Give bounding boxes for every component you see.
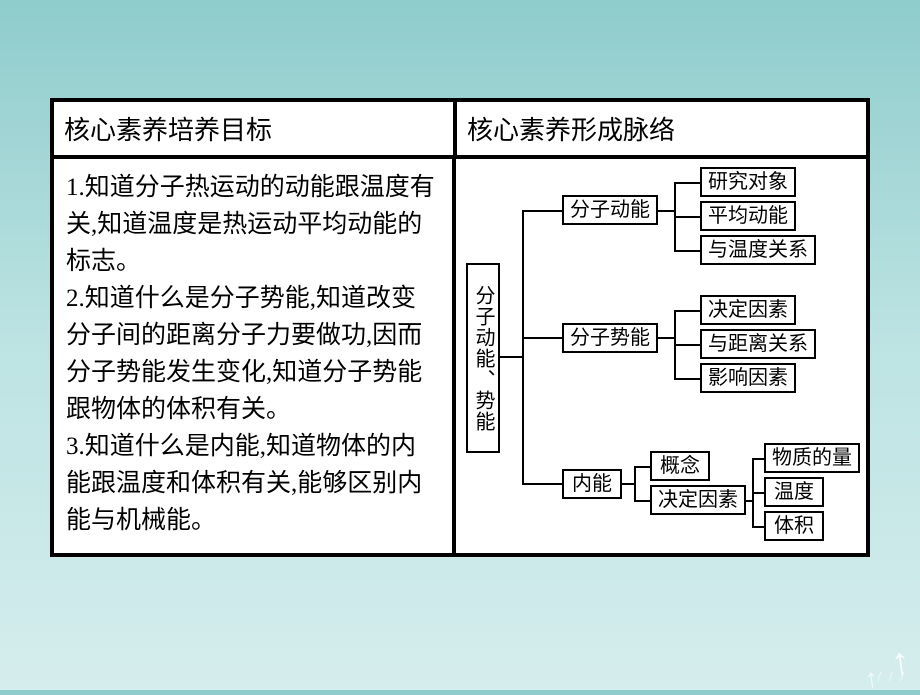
leaf-determining-factor-2: 决定因素 [650, 485, 746, 515]
leaf-amount-of-substance: 物质的量 [764, 443, 860, 473]
diagram-cell: 分子动能、势能 分子动能 分子势能 内能 研究对象 平均动能 与温度关系 决定因… [456, 159, 866, 553]
leaf-research-object: 研究对象 [700, 167, 796, 197]
node-internal: 内能 [562, 469, 622, 499]
leaf-influencing-factor: 影响因素 [700, 363, 796, 393]
goals-cell: 1.知道分子热运动的动能跟温度有关,知道温度是热运动平均动能的标志。 2.知道什… [54, 159, 456, 553]
goal-item-3: 3.知道什么是内能,知道物体的内能跟温度和体积有关,能够区别内能与机械能。 [66, 428, 440, 539]
node-kinetic: 分子动能 [562, 195, 658, 225]
table-header-row: 核心素养培养目标 核心素养形成脉络 [54, 102, 866, 159]
leaf-volume: 体积 [764, 511, 824, 541]
main-table: 核心素养培养目标 核心素养形成脉络 1.知道分子热运动的动能跟温度有关,知道温度… [50, 98, 870, 557]
goal-item-2: 2.知道什么是分子势能,知道改变分子间的距离分子力要做功,因而分子势能发生变化,… [66, 280, 440, 428]
header-goals: 核心素养培养目标 [54, 102, 457, 155]
leaf-distance-relation: 与距离关系 [700, 329, 816, 359]
leaf-determining-factor-1: 决定因素 [700, 295, 796, 325]
header-context: 核心素养形成脉络 [457, 102, 866, 155]
leaf-concept: 概念 [650, 451, 710, 481]
node-root: 分子动能、势能 [466, 263, 500, 453]
concept-diagram: 分子动能、势能 分子动能 分子势能 内能 研究对象 平均动能 与温度关系 决定因… [462, 165, 860, 543]
leaf-temp-relation: 与温度关系 [700, 235, 816, 265]
node-potential: 分子势能 [562, 323, 658, 353]
leaf-temperature: 温度 [764, 477, 824, 507]
leaf-avg-kinetic: 平均动能 [700, 201, 796, 231]
goal-item-1: 1.知道分子热运动的动能跟温度有关,知道温度是热运动平均动能的标志。 [66, 169, 440, 280]
dash-decoration-icon: / / / [877, 670, 906, 686]
table-body-row: 1.知道分子热运动的动能跟温度有关,知道温度是热运动平均动能的标志。 2.知道什… [54, 159, 866, 553]
